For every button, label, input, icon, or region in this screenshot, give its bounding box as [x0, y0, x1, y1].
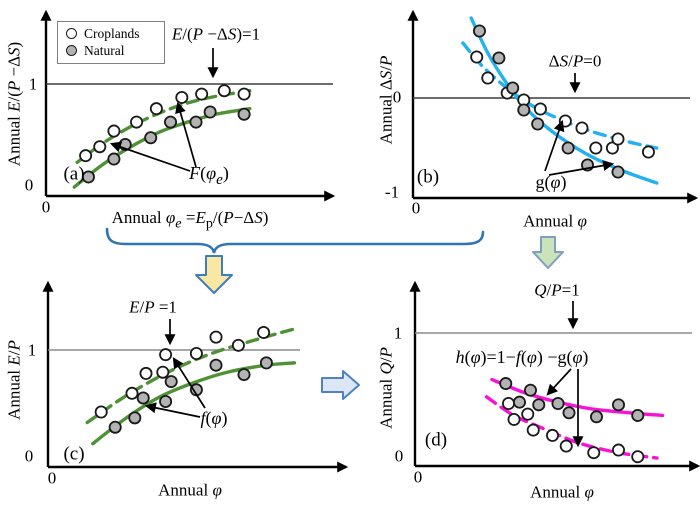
panel-a: Croplands Natural Annual E/(P −ΔS) Annua… — [0, 0, 350, 232]
natural-marker-icon — [66, 45, 77, 56]
panel-a-curve-annotation: F(φe) — [189, 163, 229, 188]
panel-c-x-title: Annual φ — [158, 480, 222, 500]
panel-d-ref-annotation: Q/P=1 — [534, 280, 580, 300]
panel-b-x-title: Annual φ — [523, 211, 587, 231]
legend-label: Croplands — [84, 25, 140, 41]
legend-item-natural: Natural — [66, 42, 158, 59]
panel-d: Annual Q/P Annual φ Q/P=1 h(φ)=1−f(φ) −g… — [350, 270, 700, 513]
panel-b-ytick-minus1: -1 — [384, 182, 400, 202]
series-croplands — [79, 84, 251, 163]
panel-c-xtick-0: 0 — [47, 468, 57, 488]
series-natural — [499, 377, 645, 424]
panel-a-x-title: Annual φe =Ep/(P−ΔS) — [111, 208, 269, 232]
panel-d-ytick-1: 1 — [393, 323, 403, 343]
panel-d-letter: (d) — [424, 429, 448, 451]
axes — [42, 280, 349, 473]
panel-b: Annual ΔS/P Annual φ ΔS/P=0 g(φ) 0 -1 0 … — [350, 0, 700, 232]
panel-d-plot — [409, 280, 700, 472]
panel-a-ytick-0: 0 — [24, 175, 34, 195]
series-croplands — [94, 325, 271, 419]
panel-b-ref-annotation: ΔS/P=0 — [548, 51, 602, 71]
series-natural — [472, 24, 625, 179]
annotation-arrow — [144, 402, 201, 418]
axes — [409, 280, 700, 472]
panel-d-y-title: Annual Q/P — [376, 347, 396, 429]
fit-curve-croplands — [85, 327, 297, 425]
panel-a-ytick-1: 1 — [28, 74, 38, 94]
annotation-arrow — [548, 160, 615, 176]
legend-label: Natural — [84, 42, 125, 58]
fit-curve-natural — [91, 361, 297, 446]
fit-curve-natural — [469, 16, 659, 185]
panel-c-y-title: Annual E/P — [4, 340, 24, 420]
panel-a-xtick-0: 0 — [41, 197, 51, 217]
panel-c: Annual E/P Annual φ E/P =1 f(φ) 1 0 0 (c… — [0, 270, 360, 513]
panel-c-letter: (c) — [63, 443, 85, 465]
legend: Croplands Natural — [57, 21, 165, 64]
panel-a-plot — [40, 9, 336, 202]
croplands-marker-icon — [66, 28, 77, 39]
annotation-arrow — [546, 368, 572, 396]
panel-a-letter: (a) — [63, 163, 85, 185]
legend-item-croplands: Croplands — [66, 25, 158, 42]
panel-c-curve-annotation: f(φ) — [200, 408, 228, 428]
panel-a-ref-annotation: E/(P −ΔS)=1 — [171, 24, 261, 44]
panel-c-ytick-0: 0 — [24, 446, 34, 466]
panel-d-ytick-0: 0 — [394, 446, 404, 466]
panel-b-ytick-0: 0 — [392, 87, 402, 107]
annotation-arrow — [109, 141, 191, 172]
panel-b-xtick-0: 0 — [411, 198, 421, 218]
series-natural — [108, 356, 273, 434]
panel-a-y-title: Annual E/(P −ΔS) — [4, 41, 24, 167]
panel-c-ytick-1: 1 — [27, 340, 37, 360]
axes — [407, 9, 699, 204]
panel-c-plot — [42, 280, 349, 473]
panel-b-letter: (b) — [416, 166, 440, 188]
panel-b-plot — [407, 9, 699, 204]
brace — [105, 227, 485, 254]
panel-c-ref-annotation: E/P =1 — [129, 297, 177, 317]
green-down-arrow-icon — [532, 236, 564, 269]
axes — [40, 9, 336, 202]
annotation-arrow — [175, 101, 197, 168]
annotation-arrow — [544, 119, 565, 172]
panel-d-xtick-0: 0 — [413, 467, 423, 487]
annotation-arrow — [172, 357, 206, 409]
panel-b-curve-annotation: g(φ) — [535, 172, 567, 192]
panel-d-curve-annotation: h(φ)=1−f(φ) −g(φ) — [455, 347, 589, 367]
panel-d-x-title: Annual φ — [530, 482, 594, 502]
